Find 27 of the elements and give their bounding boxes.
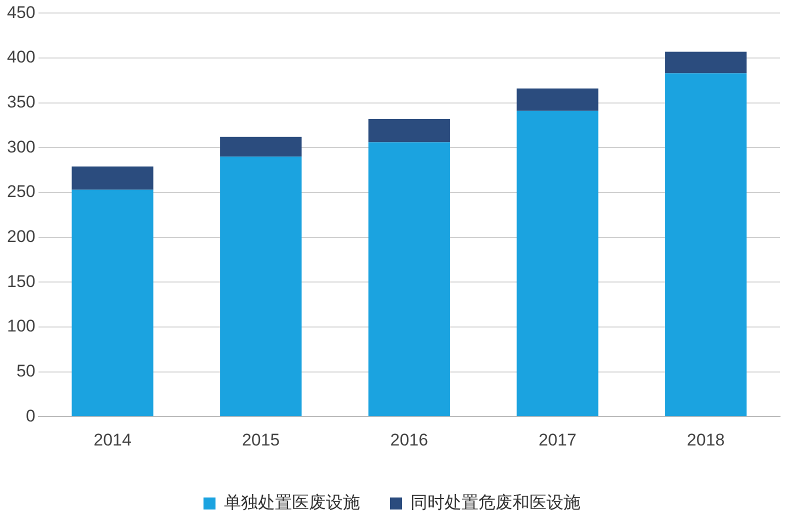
bar (72, 190, 154, 416)
y-tick-label: 450 (6, 2, 36, 22)
y-tick-label: 300 (6, 137, 36, 156)
x-tick-label: 2016 (390, 430, 428, 450)
x-tick-label: 2017 (538, 430, 576, 450)
bar (665, 52, 747, 74)
y-tick-label: 100 (6, 316, 36, 336)
bar (516, 110, 598, 416)
y-tick-label: 150 (6, 272, 36, 291)
y-tick-label: 200 (6, 227, 36, 246)
bar (72, 166, 154, 190)
bar (368, 118, 450, 142)
y-tick-label: 250 (6, 182, 36, 202)
legend-label: 同时处置危废和医设施 (410, 492, 580, 513)
x-tick-label: 2014 (94, 430, 132, 450)
x-tick-label: 2015 (242, 430, 280, 450)
legend-label: 单独处置医废设施 (224, 492, 360, 513)
y-tick-label: 50 (16, 361, 36, 380)
bar (368, 142, 450, 416)
x-tick-label: 2018 (686, 430, 725, 450)
y-tick-label: 0 (26, 406, 36, 426)
bar (220, 136, 302, 157)
bar (665, 73, 747, 416)
bar (220, 156, 302, 416)
y-tick-label: 400 (6, 48, 36, 67)
bar (516, 88, 598, 111)
y-tick-label: 350 (6, 92, 36, 112)
